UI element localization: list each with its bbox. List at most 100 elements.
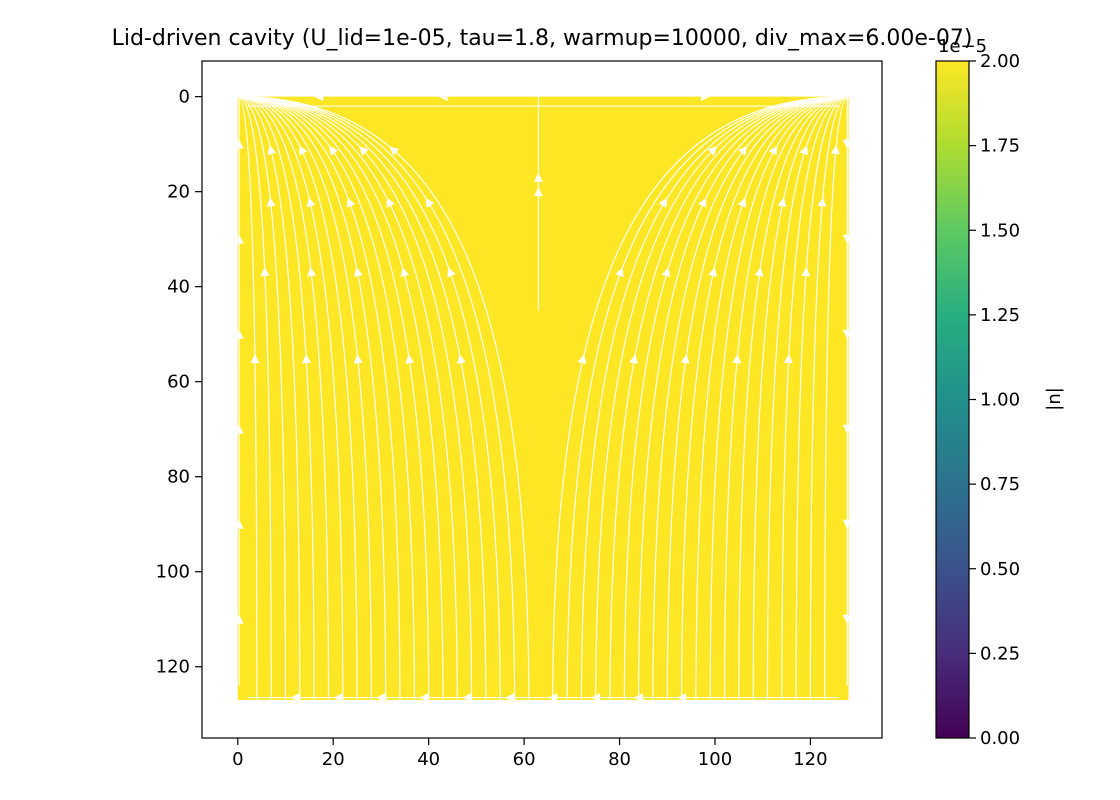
streamline-arrow (577, 354, 587, 364)
colorbar-tick-label: 0.00 (980, 728, 1020, 749)
streamline-left (237, 96, 516, 700)
streamline-right (609, 96, 849, 700)
streamline-left (237, 96, 344, 700)
x-tick-label: 40 (417, 749, 440, 770)
streamline-arrow (237, 234, 244, 244)
streamline-left (237, 96, 501, 700)
y-tick-label: 120 (156, 657, 190, 678)
streamline-right (752, 96, 849, 700)
streamline-arrow (307, 267, 317, 277)
streamline-arrow (237, 329, 244, 339)
plot-area: 0 20 40 60 80 100 120 0 20 40 60 80 100 120 (156, 60, 883, 770)
streamline-right (566, 96, 849, 700)
streamline-arrow (314, 96, 324, 102)
colorbar: 1e−5 |u| 0.00 0.25 0.50 0.75 1.00 1.25 1.50 1.7… (935, 36, 1066, 749)
streamline-left (237, 96, 444, 700)
streamline-right (795, 96, 849, 700)
streamline-arrow (777, 197, 787, 208)
streamline-right (695, 96, 849, 700)
streamline-arrow (447, 267, 456, 278)
colorbar-gradient (936, 61, 969, 738)
streamline-arrow (462, 693, 472, 700)
streamline-arrow (707, 146, 718, 156)
streamline-arrow (738, 145, 748, 156)
x-tick-label: 120 (793, 749, 827, 770)
colorbar-label: |u| (1045, 387, 1066, 411)
streamline-arrow (376, 693, 386, 700)
x-tick-label: 100 (698, 749, 732, 770)
y-tick-label: 20 (167, 182, 190, 203)
streamline-right (638, 96, 849, 700)
streamline-arrow (658, 197, 668, 208)
streamline-arrow (533, 187, 543, 197)
streamline-arrow (591, 693, 601, 700)
y-tick-label: 40 (167, 277, 190, 298)
streamline-right (781, 96, 849, 700)
streamline-arrow (290, 693, 300, 700)
y-tick-label: 80 (167, 467, 190, 488)
streamline-right (723, 96, 849, 700)
streamline-left (237, 96, 387, 700)
streamline-arrow (842, 519, 849, 529)
y-tick-label: 0 (179, 87, 190, 108)
colorbar-tick-label: 1.75 (980, 136, 1020, 157)
streamline-arrow (425, 197, 435, 208)
streamline-arrow (615, 267, 624, 278)
axes-frame (201, 60, 883, 739)
streamline-arrow (831, 144, 840, 155)
streamline-arrow (329, 145, 339, 156)
colorbar-tick-label: 1.50 (980, 220, 1020, 241)
streamline-arrow (353, 267, 363, 277)
streamline-left (237, 96, 258, 700)
streamline-right (623, 96, 849, 700)
streamline-arrow (661, 267, 671, 278)
streamline-arrow (783, 354, 793, 364)
streamline-arrow (700, 96, 710, 102)
streamline-right (709, 96, 849, 700)
streamline-arrow (842, 424, 849, 434)
streamline-arrow (799, 145, 809, 156)
streamline-arrow (389, 146, 400, 156)
streamline-arrow (405, 354, 415, 364)
colorbar-tick-label: 1.25 (980, 305, 1020, 326)
streamline-right (666, 96, 849, 700)
streamline-arrow (260, 267, 270, 277)
streamline-right (595, 96, 849, 700)
streamline-arrow (677, 693, 687, 700)
streamline-arrow (237, 424, 244, 434)
colorbar-tick-label: 2.00 (980, 51, 1020, 72)
streamline-arrow (438, 96, 448, 102)
streamlines (237, 96, 849, 700)
streamline-left (237, 96, 330, 700)
streamline-arrow (842, 329, 849, 339)
streamline-right (580, 96, 849, 700)
chart-title: Lid-driven cavity (U_lid=1e-05, tau=1.8,… (112, 26, 973, 51)
streamline-left (237, 96, 272, 700)
streamline-arrow (634, 693, 644, 700)
streamline-arrow (237, 519, 244, 529)
streamline-arrow (842, 614, 849, 624)
streamline-left (237, 96, 287, 700)
streamline-arrow (754, 267, 764, 277)
streamline-right (652, 96, 849, 700)
streamline-arrow (698, 197, 707, 208)
y-tick-label: 100 (156, 562, 190, 583)
x-tick-label: 60 (513, 749, 536, 770)
streamline-arrow (250, 354, 260, 364)
streamline-arrow (359, 146, 369, 156)
streamline-right (766, 96, 849, 700)
streamline-left (237, 96, 315, 700)
streamline-left (237, 96, 415, 700)
x-tick-label: 0 (232, 749, 243, 770)
streamline-left (237, 96, 430, 700)
streamline-arrow (386, 197, 395, 208)
streamline-arrow (548, 693, 558, 700)
streamline-left (237, 96, 530, 700)
streamline-arrow (680, 354, 690, 364)
streamline-left (237, 96, 372, 700)
streamline-arrow (842, 139, 849, 149)
streamline-left (237, 96, 358, 700)
streamline-arrow (237, 139, 244, 149)
streamline-arrow (299, 145, 308, 156)
